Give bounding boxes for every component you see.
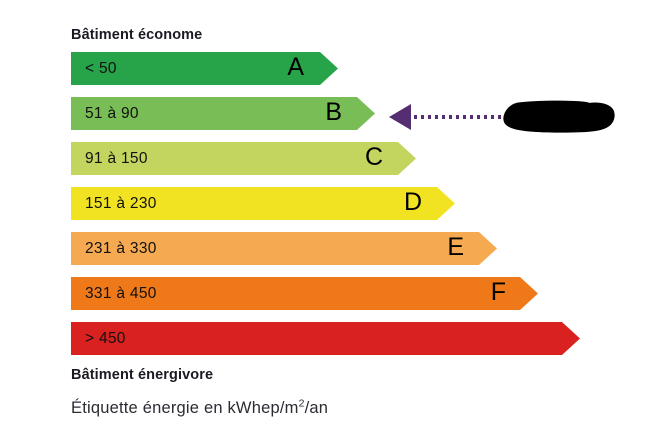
unit-note-prefix: Étiquette énergie en kWhep/m xyxy=(71,399,299,417)
bar-class-letter: A xyxy=(287,53,304,81)
bar-range-label: 51 à 90 xyxy=(85,105,139,122)
energy-class-bar-d[interactable]: 151 à 230 D xyxy=(71,187,455,220)
bar-shape xyxy=(71,142,416,175)
bar-class-letter: B xyxy=(325,98,342,126)
energy-class-bar-a[interactable]: < 50 A xyxy=(71,52,338,85)
bar-range-label: > 450 xyxy=(85,330,126,347)
bar-class-letter: E xyxy=(447,233,464,261)
bar-shape xyxy=(71,97,375,130)
energy-class-bar-b[interactable]: 51 à 90 B xyxy=(71,97,375,130)
bar-range-label: < 50 xyxy=(85,60,117,77)
energy-class-bar-f[interactable]: 331 à 450 F xyxy=(71,277,538,310)
bar-shape xyxy=(71,232,497,265)
bar-range-label: 91 à 150 xyxy=(85,150,148,167)
bar-range-label: 151 à 230 xyxy=(85,195,157,212)
rating-leader-dotted-line xyxy=(414,115,508,119)
bar-class-letter: C xyxy=(364,143,383,171)
energy-class-bar-e[interactable]: 231 à 330 E xyxy=(71,232,497,265)
bar-range-label: 231 à 330 xyxy=(85,240,157,257)
rating-pointer-triangle-icon xyxy=(389,104,411,130)
bar-class-letter: D xyxy=(403,188,422,216)
energy-class-bar-g[interactable]: > 450 xyxy=(71,322,580,355)
bar-class-letter: F xyxy=(490,278,506,306)
caption-economical-building: Bâtiment économe xyxy=(71,27,203,43)
redacted-value-blob xyxy=(503,100,615,133)
bar-range-label: 331 à 450 xyxy=(85,285,157,302)
bar-shape xyxy=(71,277,538,310)
bar-shape xyxy=(71,187,455,220)
unit-note-suffix: /an xyxy=(304,399,329,417)
unit-note-superscript: 2 xyxy=(298,397,305,410)
bar-shape xyxy=(71,52,338,85)
bar-shape xyxy=(71,322,580,355)
caption-energy-intensive-building: Bâtiment énergivore xyxy=(71,367,214,383)
energy-class-bar-c[interactable]: 91 à 150 C xyxy=(71,142,416,175)
energy-unit-note: Étiquette énergie en kWhep/m2/an xyxy=(71,397,329,418)
